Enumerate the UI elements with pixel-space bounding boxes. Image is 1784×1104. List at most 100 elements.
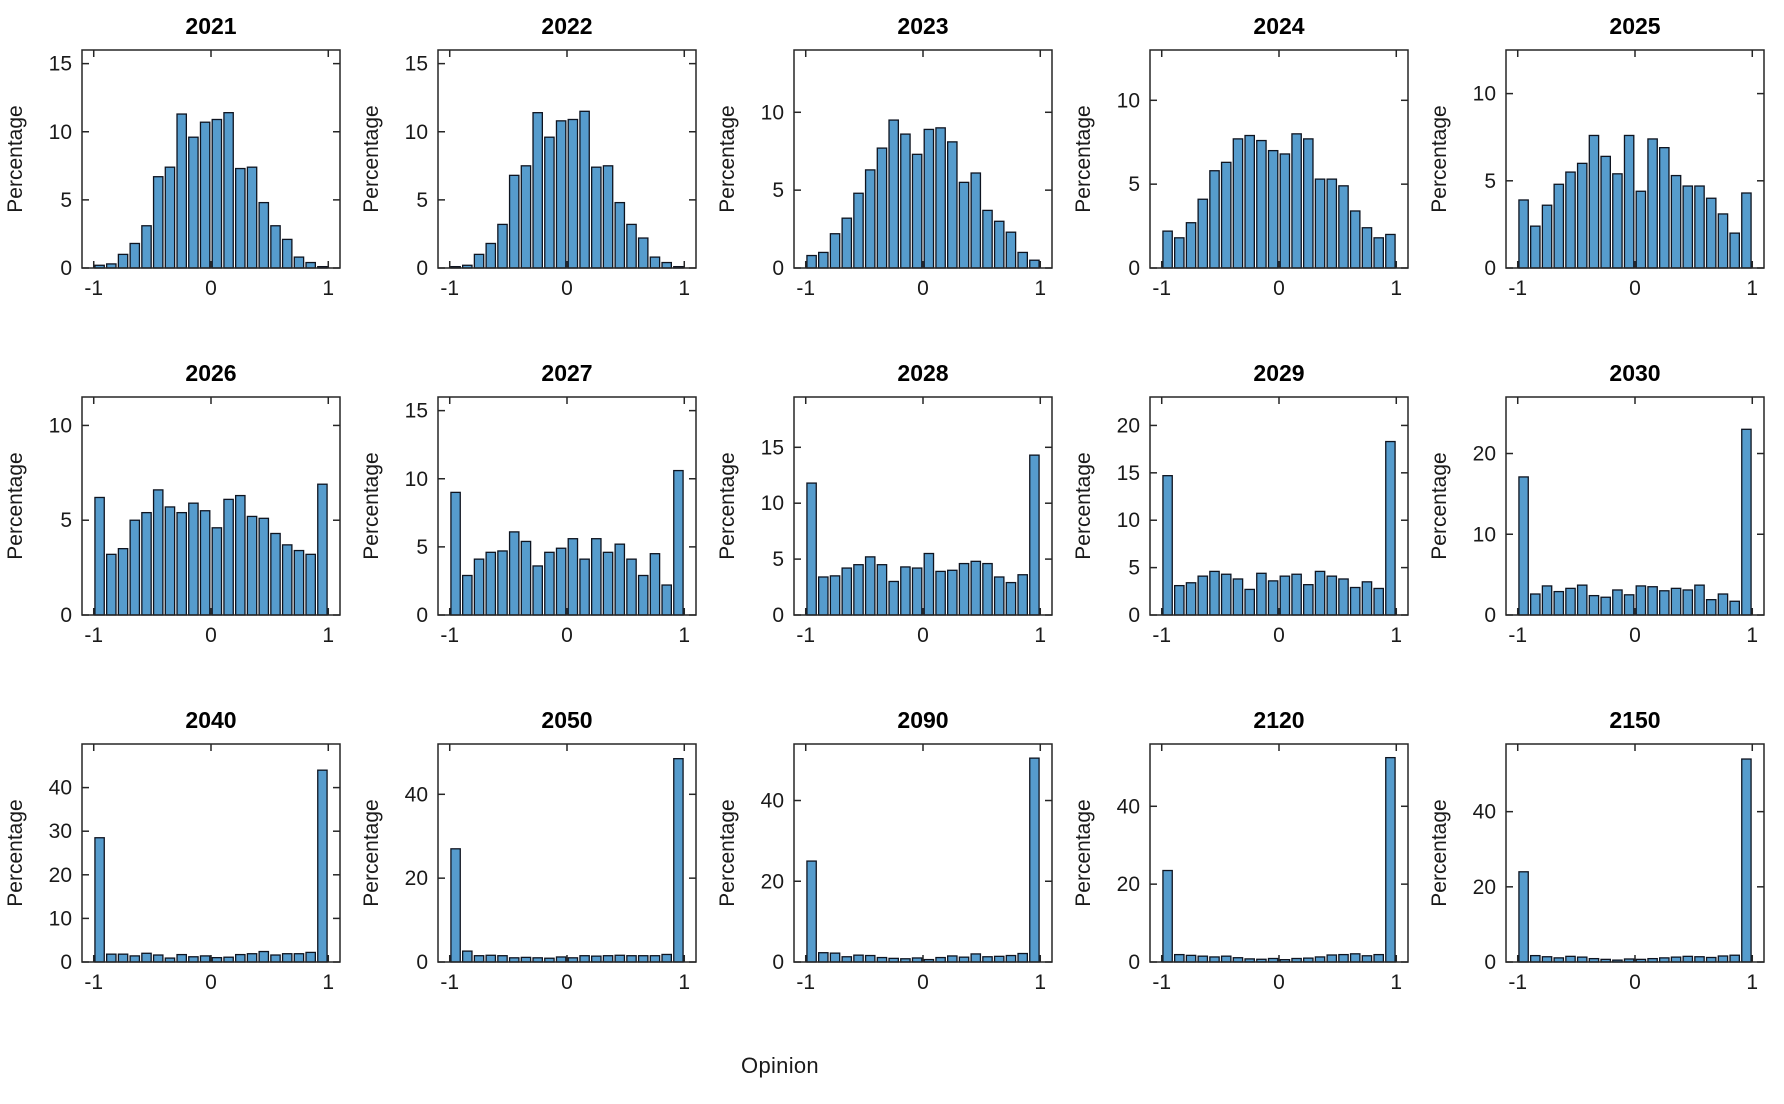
bar (1717, 213, 1729, 269)
bar (853, 564, 864, 616)
bar (1682, 955, 1694, 963)
bar (1612, 173, 1623, 269)
bar (864, 556, 876, 616)
bar (1267, 149, 1279, 269)
bar (1717, 593, 1729, 616)
bar (806, 254, 817, 269)
bar (450, 491, 461, 616)
bar (520, 540, 532, 616)
subplot-2025: -1 0 1 0 5 10 Percentage 2025 (1426, 6, 1782, 353)
y-tick-label: 20 (1117, 414, 1140, 437)
bar (1174, 237, 1185, 269)
bar (555, 120, 567, 269)
bar (1314, 570, 1326, 616)
bar (223, 112, 234, 269)
bar (1741, 192, 1752, 269)
x-tick-label: -1 (84, 277, 103, 300)
bar (1338, 578, 1349, 616)
bar (1682, 185, 1694, 269)
bar (485, 954, 497, 963)
y-tick-label: 0 (1128, 951, 1140, 974)
x-tick-label: -1 (84, 971, 103, 994)
bar (637, 955, 649, 963)
subplot-2022: -1 0 1 0 5 10 15 Percentage 2022 (358, 6, 714, 353)
x-tick-label: -1 (796, 624, 815, 647)
bar (661, 953, 672, 963)
x-tick-label: -1 (84, 624, 103, 647)
bar (1338, 185, 1349, 269)
bar (1576, 162, 1588, 269)
bar (1232, 138, 1244, 269)
bar (982, 209, 993, 269)
y-axis-label: Percentage (716, 105, 739, 212)
bar (141, 511, 152, 616)
bar (888, 580, 900, 616)
bar (176, 953, 188, 963)
x-tick-label: 0 (917, 624, 929, 647)
bar (544, 136, 555, 269)
bar (1005, 954, 1017, 963)
bar (1530, 593, 1541, 616)
y-tick-label: 0 (1484, 257, 1496, 280)
histogram-figure: -1 0 1 0 5 10 15 Percentage 2021 -1 0 1 0 5 10 15 Percen… (4, 6, 1782, 1078)
y-tick-label: 0 (1128, 604, 1140, 627)
x-tick-label: -1 (1152, 624, 1171, 647)
x-tick-label: -1 (1508, 624, 1527, 647)
x-tick-label: 1 (322, 971, 334, 994)
bar (234, 167, 246, 269)
bar (946, 569, 958, 616)
subplot-2120: -1 0 1 0 20 40 Percentage 2120 (1070, 700, 1426, 1047)
bar (1518, 871, 1529, 963)
x-tick-label: 0 (1629, 971, 1641, 994)
y-tick-label: 10 (49, 907, 72, 930)
bar (473, 955, 485, 963)
bar (853, 954, 864, 963)
bar (1600, 596, 1612, 616)
bar (970, 172, 982, 269)
bar (1694, 584, 1705, 616)
bar (1518, 199, 1529, 269)
y-tick-label: 40 (1117, 795, 1140, 818)
bar (199, 955, 211, 963)
y-tick-label: 15 (405, 400, 428, 423)
y-tick-label: 10 (1117, 509, 1140, 532)
bar (117, 253, 129, 269)
bar (1017, 574, 1028, 616)
bar (270, 954, 281, 963)
bar (649, 955, 661, 963)
x-tick-label: 1 (1034, 277, 1046, 300)
y-tick-label: 10 (761, 492, 784, 515)
bar (1197, 955, 1209, 963)
bar (614, 954, 626, 963)
bar (1220, 955, 1232, 963)
bar (117, 953, 129, 963)
bar (1162, 869, 1173, 963)
bar (1565, 587, 1576, 616)
y-tick-label: 5 (1128, 557, 1140, 580)
bar (818, 576, 829, 616)
bar (1349, 586, 1361, 616)
bar (818, 251, 829, 269)
y-tick-label: 10 (1473, 523, 1496, 546)
subplot-2090: -1 0 1 0 20 40 Percentage 2090 (714, 700, 1070, 1047)
bar (1385, 440, 1396, 616)
bar (1029, 259, 1040, 269)
bar (246, 953, 258, 963)
y-tick-label: 0 (60, 257, 72, 280)
bar (1220, 573, 1232, 616)
x-tick-label: 0 (205, 971, 217, 994)
bar (1729, 232, 1740, 269)
bar (1220, 161, 1232, 269)
bar (602, 955, 614, 963)
bar (946, 955, 958, 963)
bar (993, 576, 1005, 616)
bar (176, 113, 188, 269)
subplot-title: 2024 (1253, 13, 1304, 39)
bar (1541, 585, 1553, 616)
y-tick-label: 20 (405, 867, 428, 890)
